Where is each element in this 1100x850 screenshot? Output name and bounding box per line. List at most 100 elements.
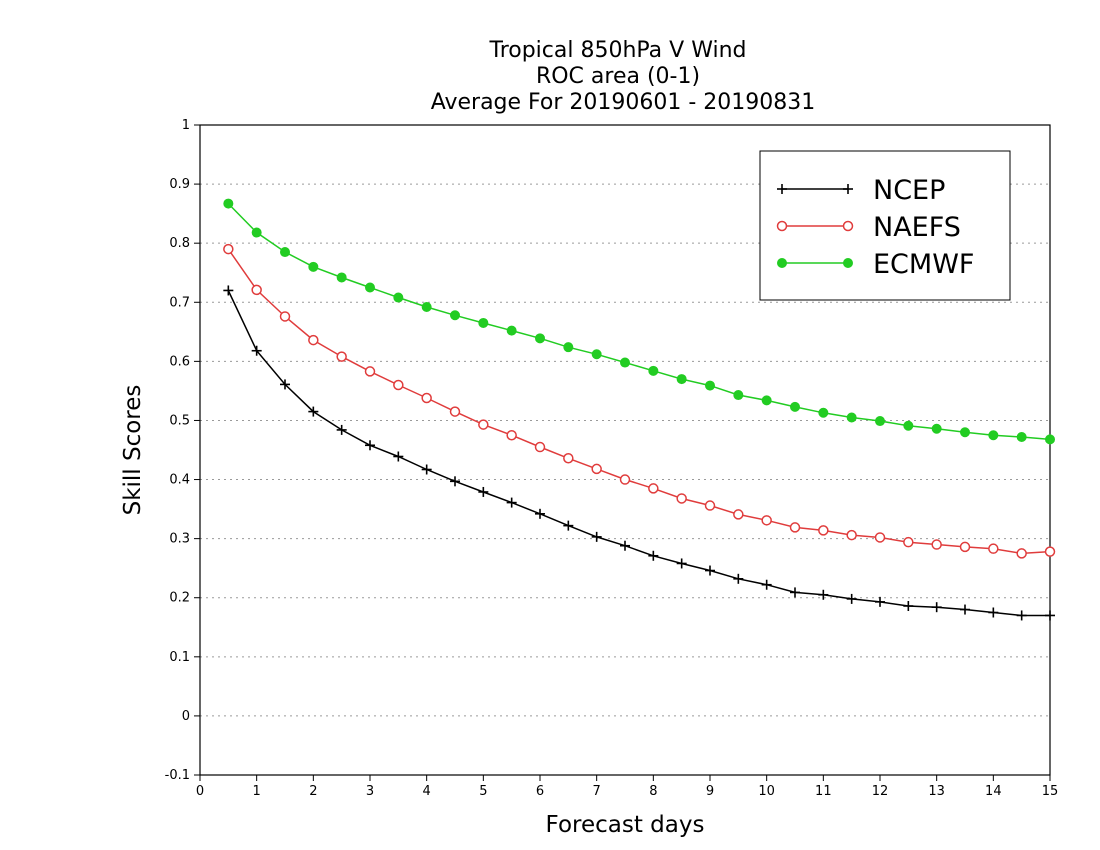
point-ecmwf [506,325,517,336]
point-ecmwf [818,407,829,418]
point-naefs [308,334,319,346]
point-ncep [393,451,404,462]
legend: NCEP NAEFS ECMWF [759,150,1011,301]
point-ncep [223,285,234,296]
x-tick-label: 6 [536,784,544,799]
point-ecmwf [648,365,659,376]
x-axis-label: Forecast days [546,812,705,838]
point-naefs [563,453,574,464]
series-line-ncep [227,290,1050,617]
point-naefs [223,243,234,255]
point-naefs [704,500,716,511]
point-ecmwf [336,272,347,283]
point-ncep [648,550,659,561]
y-tick-label: 0.4 [169,473,190,488]
x-tick-label: 5 [479,784,487,799]
y-tick-label: 0.6 [169,354,190,369]
point-ncep [875,596,885,607]
point-ncep [1045,610,1055,621]
point-ecmwf [251,227,262,238]
point-ncep [846,593,857,604]
point-naefs [676,493,687,504]
point-naefs [591,463,602,475]
x-tick-label: 4 [423,784,431,799]
point-naefs [279,311,291,322]
point-ncep [421,464,432,475]
x-tick-label: 8 [649,784,657,799]
x-tick-label: 1 [253,784,261,799]
point-ncep [591,531,602,542]
y-tick-label: 0.3 [169,532,190,547]
x-tick-label: 13 [928,784,945,799]
point-ecmwf [846,412,857,423]
legend-items: NCEP NAEFS ECMWF [776,175,974,280]
point-ncep [535,508,545,519]
y-tick-label: 0.7 [169,295,190,310]
x-tick-label: 2 [309,784,317,799]
x-tick-label: 7 [593,784,601,799]
point-ncep [280,379,290,390]
point-ecmwf [903,420,914,431]
y-tick-label: 0.2 [169,591,190,606]
x-axis-ticks: 0 1 2 3 4 5 6 7 8 9 10 11 12 13 14 15 [196,775,1058,799]
y-tick-label: 0.8 [169,236,190,251]
point-ncep [563,520,574,531]
x-tick-label: 14 [985,784,1002,799]
legend-marker-ncep [777,184,787,194]
point-naefs [506,429,517,441]
point-naefs [931,539,942,550]
y-tick-label: 0.1 [169,650,190,665]
point-naefs [251,284,262,296]
point-naefs [761,515,772,526]
point-naefs [421,392,432,404]
point-naefs [846,529,857,541]
plot-frame [199,124,1051,776]
point-ecmwf [1045,434,1055,445]
point-naefs [478,419,489,430]
point-ncep [676,558,687,569]
y-tick-label: 0.9 [169,177,190,192]
point-naefs [449,406,461,417]
point-ncep [733,573,744,584]
x-tick-label: 9 [706,784,714,799]
x-tick-label: 3 [366,784,374,799]
point-ncep [478,486,489,497]
title-line-1: Tropical 850hPa V Wind [488,38,746,63]
point-ecmwf [223,198,234,209]
legend-label-naefs: NAEFS [873,212,961,243]
point-naefs [903,536,914,548]
point-naefs [393,379,404,391]
y-tick-label: 1 [182,118,190,133]
series-layer [223,198,1056,621]
x-tick-label: 15 [1042,784,1059,799]
point-naefs [534,441,546,453]
legend-marker-naefs [842,220,854,232]
y-axis-ticks: -0.1 0 0.1 0.2 0.3 0.4 0.5 0.6 0.7 0.8 0.9 1 [165,118,200,783]
point-ncep [336,424,347,435]
legend-marker-naefs [776,220,788,232]
point-ecmwf [960,427,970,438]
point-ecmwf [591,349,602,360]
y-tick-label: 0.5 [169,413,190,428]
point-ecmwf [308,261,319,272]
point-ncep [705,565,715,576]
point-ecmwf [931,423,942,434]
chart-title: Tropical 850hPa V Wind ROC area (0-1) Av… [431,38,816,115]
point-ncep [903,601,914,611]
point-ecmwf [761,395,772,406]
point-ecmwf [280,247,290,258]
point-ncep [960,604,970,615]
point-naefs [789,522,801,533]
series-ncep [223,285,1055,621]
point-naefs [874,532,886,543]
point-ncep [450,476,460,487]
x-tick-label: 0 [196,784,204,799]
point-ecmwf [450,310,460,321]
y-tick-label: -0.1 [165,768,190,783]
point-ecmwf [563,342,574,353]
point-naefs [364,366,376,377]
point-ecmwf [421,302,432,312]
x-tick-label: 12 [872,784,889,799]
point-ncep [931,602,942,613]
point-ncep [988,607,999,618]
